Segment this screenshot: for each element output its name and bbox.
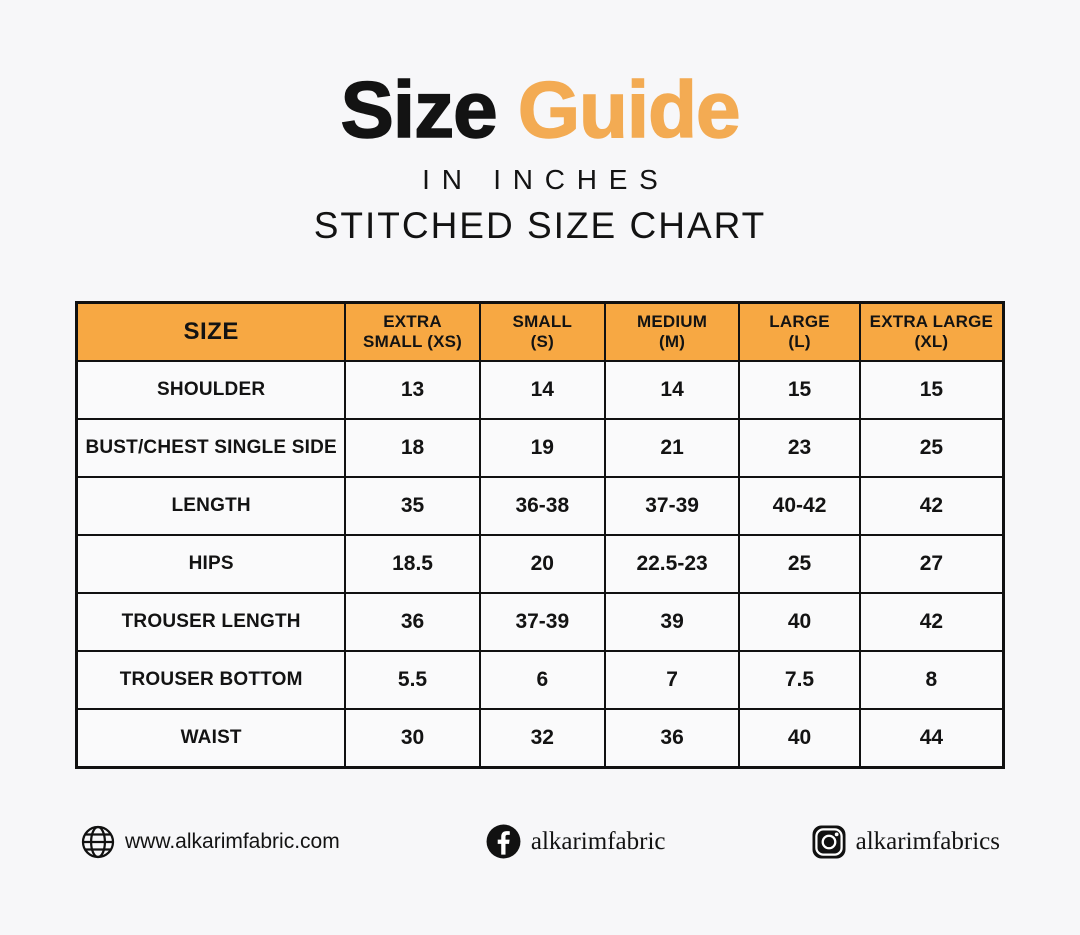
size-value-cell: 15 [858, 360, 1005, 420]
size-value-cell: 40 [738, 592, 861, 652]
column-header-extra-large-xl: EXTRA LARGE (XL) [858, 301, 1005, 362]
table-row: LENGTH 35 36-38 37-39 40-42 42 [75, 476, 1005, 536]
instagram-icon [812, 825, 846, 858]
page-title: Size Guide [0, 69, 1080, 151]
row-label-waist: WAIST [75, 708, 347, 769]
table-row: TROUSER LENGTH 36 37-39 39 40 42 [75, 592, 1005, 652]
size-value-cell: 27 [858, 534, 1005, 594]
table-row: HIPS 18.5 20 22.5-23 25 27 [75, 534, 1005, 594]
column-header-medium-m: MEDIUM (M) [603, 301, 741, 362]
title-word-size: Size [340, 65, 499, 154]
column-header-small-s: SMALL (S) [478, 301, 606, 362]
size-value-cell: 37-39 [603, 476, 741, 536]
size-value-cell: 32 [478, 708, 606, 769]
size-value-cell: 39 [603, 592, 741, 652]
size-value-cell: 18 [344, 418, 481, 478]
row-label-bust-chest-single-side: BUST/CHEST SINGLE SIDE [75, 418, 347, 478]
table-row: SHOULDER 13 14 14 15 15 [75, 360, 1005, 420]
subtitle-in-inches: IN INCHES [422, 164, 670, 195]
size-value-cell: 22.5-23 [603, 534, 741, 594]
size-value-cell: 19 [478, 418, 606, 478]
facebook-handle-text: alkarimfabric [530, 827, 666, 855]
size-value-cell: 42 [858, 592, 1005, 652]
size-value-cell: 36 [603, 708, 741, 769]
instagram-link[interactable]: alkarimfabrics [811, 824, 1000, 860]
size-value-cell: 20 [478, 534, 606, 594]
size-value-cell: 7 [603, 650, 741, 710]
header-row: SIZE EXTRA SMALL (XS) SMALL (S) MEDIUM (M) LARG… [75, 301, 1005, 362]
column-header-size: SIZE [75, 301, 347, 362]
size-value-cell: 37-39 [478, 592, 606, 652]
size-value-cell: 40 [738, 708, 861, 769]
footer: www.alkarimfabric.com alkarimfabric alka… [80, 823, 1000, 860]
size-value-cell: 30 [344, 708, 481, 769]
column-header-large-l: LARGE (L) [738, 301, 861, 362]
size-value-cell: 25 [858, 418, 1005, 478]
website-link[interactable]: www.alkarimfabric.com [80, 824, 340, 860]
table-row: WAIST 30 32 36 40 44 [75, 708, 1005, 769]
table-row: BUST/CHEST SINGLE SIDE 18 19 21 23 25 [75, 418, 1005, 478]
row-label-length: LENGTH [75, 476, 347, 536]
size-value-cell: 14 [478, 360, 606, 420]
size-value-cell: 25 [738, 534, 861, 594]
size-value-cell: 42 [858, 476, 1005, 536]
row-label-trouser-bottom: TROUSER BOTTOM [75, 650, 347, 710]
facebook-icon [486, 824, 521, 859]
subtitle-stitched-size-chart: STITCHED SIZE CHART [313, 205, 767, 246]
size-value-cell: 18.5 [344, 534, 481, 594]
row-label-hips: HIPS [75, 534, 347, 594]
size-value-cell: 14 [603, 360, 741, 420]
size-value-cell: 44 [858, 708, 1005, 769]
title-word-guide: Guide [517, 65, 741, 154]
column-header-extra-small-xs: EXTRA SMALL (XS) [344, 301, 481, 362]
size-value-cell: 5.5 [344, 650, 481, 710]
globe-icon [81, 825, 115, 858]
row-label-trouser-length: TROUSER LENGTH [75, 592, 347, 652]
size-value-cell: 8 [858, 650, 1005, 710]
size-value-cell: 13 [344, 360, 481, 420]
table-row: TROUSER BOTTOM 5.5 6 7 7.5 8 [75, 650, 1005, 710]
row-label-shoulder: SHOULDER [75, 360, 347, 420]
size-value-cell: 35 [344, 476, 481, 536]
website-text: www.alkarimfabric.com [125, 829, 340, 853]
size-chart-header: SIZE EXTRA SMALL (XS) SMALL (S) MEDIUM (M) LARG… [75, 301, 1005, 362]
size-value-cell: 7.5 [738, 650, 861, 710]
size-value-cell: 40-42 [738, 476, 861, 536]
title-block: Size Guide IN INCHES STITCHED SIZE CHART [0, 0, 1080, 247]
size-value-cell: 23 [738, 418, 861, 478]
size-value-cell: 36-38 [478, 476, 606, 536]
size-value-cell: 6 [478, 650, 606, 710]
size-value-cell: 21 [603, 418, 741, 478]
size-chart-table: SIZE EXTRA SMALL (XS) SMALL (S) MEDIUM (M) LARG… [75, 301, 1005, 769]
size-value-cell: 15 [738, 360, 861, 420]
instagram-handle-text: alkarimfabrics [855, 827, 1000, 855]
facebook-link[interactable]: alkarimfabric [485, 823, 666, 860]
size-value-cell: 36 [344, 592, 481, 652]
size-chart-body: SHOULDER 13 14 14 15 15 BUST/CHEST SINGLE SIDE… [75, 360, 1005, 769]
